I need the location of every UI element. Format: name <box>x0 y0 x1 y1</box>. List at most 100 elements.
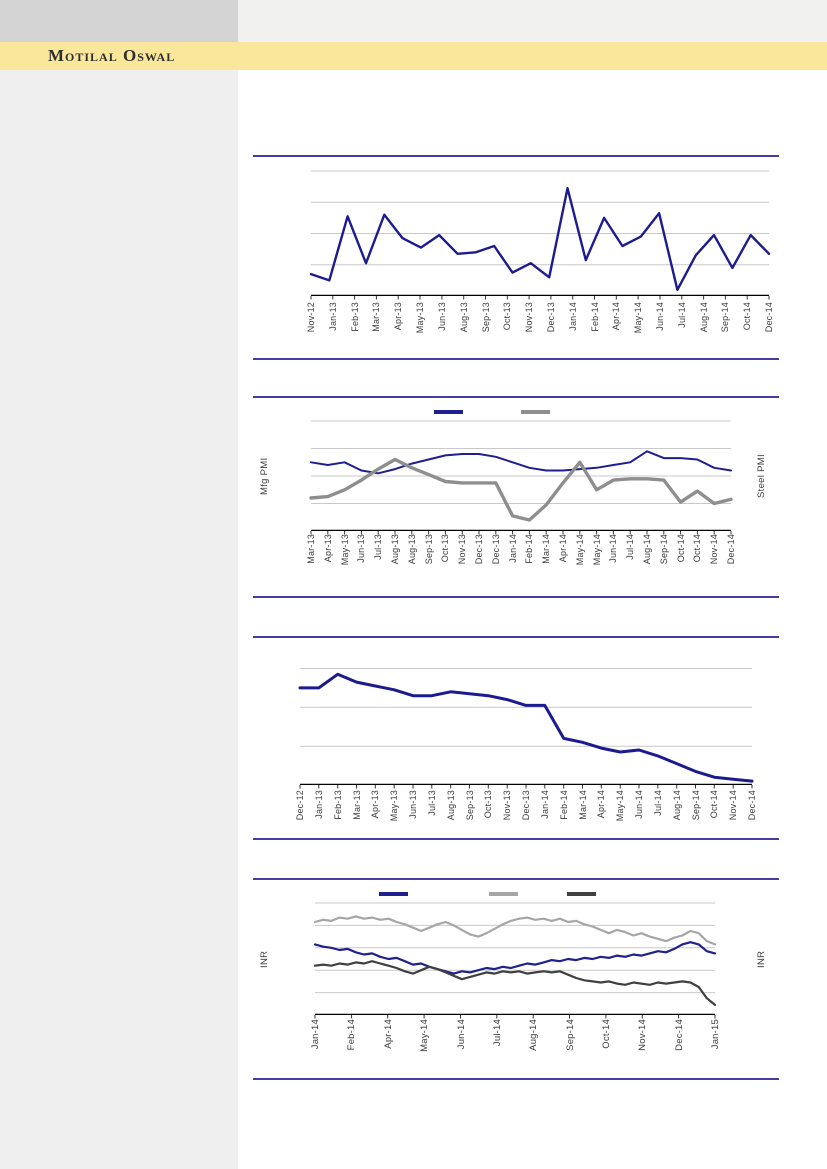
x-tick-label: Mar-14 <box>541 534 552 564</box>
x-tick-label: Jun-13 <box>408 790 418 819</box>
header-gray-box <box>0 0 238 42</box>
x-tick-label: Aug-13 <box>390 534 400 565</box>
x-tick-label: Jul-14 <box>652 790 663 816</box>
x-tick-label: Oct-14 <box>709 790 720 819</box>
x-tick-label: Feb-14 <box>346 1019 358 1051</box>
chart-2-right-axis-title: Steel PMI <box>756 454 767 498</box>
x-tick-label: Mar-13 <box>371 302 382 332</box>
x-tick-label: Jul-14 <box>491 1019 503 1047</box>
chart-4-x-axis-labels: Jan-14 Feb-14 Apr-14 May-14 Jun-14 Jul-14 Aug-… <box>310 1017 721 1071</box>
x-tick-label: Aug-13 <box>445 790 456 821</box>
x-tick-label: Nov-14 <box>728 790 739 821</box>
x-tick-label: Jun-14 <box>455 1019 467 1050</box>
chart-1-x-axis-labels: Nov-12 Jan-13 Feb-13 Mar-13 Apr-13 May-13 Jun-… <box>306 300 774 354</box>
x-tick-label: Jan-14 <box>310 1019 321 1050</box>
x-tick-label: Sep-13 <box>423 534 434 565</box>
x-tick-label: Jan-15 <box>710 1019 721 1050</box>
legend-swatch-series-light-gray <box>489 892 518 896</box>
x-tick-label: May-14 <box>419 1019 431 1052</box>
x-tick-label: Nov-13 <box>457 534 468 565</box>
x-tick-label: May-14 <box>615 790 626 822</box>
x-tick-label: May-14 <box>574 534 585 566</box>
chart-2-plot <box>309 420 733 535</box>
x-tick-label: Feb-13 <box>332 790 343 820</box>
x-tick-label: Dec-14 <box>726 534 736 565</box>
x-tick-label: Sep-14 <box>658 534 669 565</box>
x-tick-label: Jan-14 <box>507 534 518 563</box>
chart-4-right-axis-title: INR <box>756 950 767 968</box>
x-tick-label: May-14 <box>633 302 644 334</box>
x-tick-label: Jan-13 <box>313 790 324 819</box>
chart-canvas <box>309 420 733 535</box>
chart-2-left-axis-title: Mfg PMI <box>259 457 270 495</box>
chart-4-plot <box>313 902 717 1019</box>
x-tick-label: Oct-14 <box>742 302 753 331</box>
x-tick-label: Oct-14 <box>692 534 703 563</box>
x-tick-label: Apr-14 <box>596 790 607 819</box>
x-tick-label: May-14 <box>591 534 602 566</box>
x-tick-label: Oct-14 <box>600 1019 612 1049</box>
header-top-band <box>238 0 827 42</box>
chart-3-plot <box>298 651 754 789</box>
series-line-series-navy <box>313 941 717 975</box>
chart-1-plot <box>309 170 771 300</box>
x-tick-label: Apr-14 <box>558 534 568 563</box>
series-line-series-1 <box>309 187 771 292</box>
x-tick-label: Jun-13 <box>436 302 447 331</box>
x-tick-label: Oct-13 <box>502 302 513 331</box>
x-tick-label: Jun-14 <box>608 534 619 563</box>
x-tick-label: Jul-14 <box>676 302 687 328</box>
chart-block-4: INR INR Jan-14 Feb-14 Apr-14 May-14 Jun-14 Ju… <box>253 878 779 1080</box>
x-tick-label: Sep-14 <box>564 1019 576 1051</box>
chart-canvas <box>298 668 754 789</box>
x-tick-label: Apr-13 <box>393 302 404 331</box>
x-tick-label: Jan-14 <box>539 790 550 819</box>
x-tick-label: Jun-13 <box>356 534 367 563</box>
brand-logo-text: Motilal Oswal <box>48 46 176 65</box>
x-tick-label: Sep-13 <box>480 302 491 333</box>
x-tick-label: Oct-14 <box>675 534 686 563</box>
x-tick-label: Jan-13 <box>327 302 338 331</box>
x-tick-label: Feb-13 <box>349 302 360 332</box>
x-tick-label: Mar-13 <box>351 790 362 820</box>
x-tick-label: Mar-13 <box>306 534 316 564</box>
x-tick-label: Nov-13 <box>502 790 513 821</box>
x-tick-label: Apr-14 <box>382 1019 394 1049</box>
x-tick-label: Jun-14 <box>655 302 665 331</box>
x-tick-label: Apr-13 <box>322 534 333 563</box>
x-tick-label: Dec-14 <box>764 302 774 333</box>
legend-swatch-series-navy <box>379 892 408 896</box>
x-tick-label: Feb-14 <box>558 790 569 820</box>
series-line-series-dark-gray <box>313 960 717 1007</box>
x-tick-label: Jun-14 <box>634 790 644 819</box>
x-tick-label: Aug-14 <box>528 1019 540 1051</box>
x-tick-label: Jul-14 <box>625 534 636 560</box>
chart-2-x-axis-labels: Mar-13 Apr-13 May-13 Jun-13 Jul-13 Aug-13 Aug-… <box>306 532 736 586</box>
x-tick-label: Oct-13 <box>440 534 451 563</box>
x-tick-label: Jan-14 <box>567 302 578 331</box>
x-tick-label: Dec-13 <box>545 302 556 333</box>
chart-block-1: Nov-12 Jan-13 Feb-13 Mar-13 Apr-13 May-13 Jun-… <box>253 155 779 360</box>
x-tick-label: Aug-13 <box>458 302 469 333</box>
brand-band: Motilal Oswal <box>0 42 827 70</box>
x-tick-label: May-13 <box>415 302 425 334</box>
chart-4-legend <box>379 892 596 896</box>
legend-swatch-steel-pmi <box>521 410 550 414</box>
x-tick-label: Feb-14 <box>589 302 600 332</box>
series-line-series-1 <box>298 672 754 783</box>
x-tick-label: Sep-14 <box>720 302 731 333</box>
x-tick-label: Dec-14 <box>673 1019 685 1051</box>
x-tick-label: Dec-12 <box>295 790 305 821</box>
x-tick-label: May-13 <box>339 534 350 566</box>
chart-2-legend <box>434 410 550 414</box>
x-tick-label: Nov-13 <box>524 302 535 333</box>
chart-block-3: Dec-12 Jan-13 Feb-13 Mar-13 Apr-13 May-13 Jun-… <box>253 636 779 840</box>
x-tick-label: Dec-13 <box>521 790 531 821</box>
x-tick-label: Nov-12 <box>306 302 316 333</box>
x-tick-label: Nov-14 <box>709 534 720 565</box>
x-tick-label: May-13 <box>389 790 400 822</box>
x-tick-label: Nov-14 <box>637 1019 649 1051</box>
chart-block-2: Mfg PMI Steel PMI Mar-13 Apr-13 May-13 Jun-… <box>253 396 779 598</box>
x-tick-label: Aug-14 <box>642 534 652 565</box>
x-tick-label: Aug-14 <box>671 790 682 821</box>
